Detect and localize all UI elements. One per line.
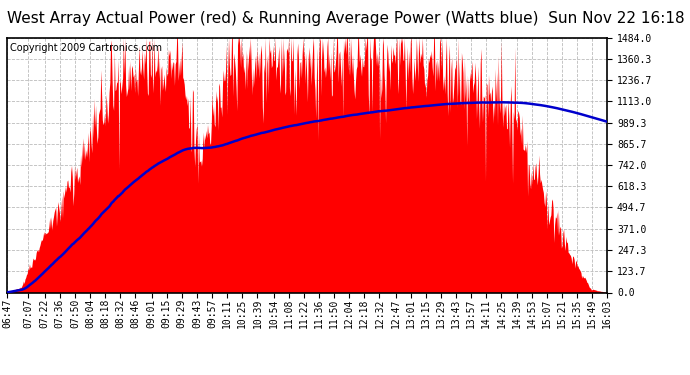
Text: Copyright 2009 Cartronics.com: Copyright 2009 Cartronics.com <box>10 43 162 52</box>
Text: West Array Actual Power (red) & Running Average Power (Watts blue)  Sun Nov 22 1: West Array Actual Power (red) & Running … <box>7 11 684 26</box>
